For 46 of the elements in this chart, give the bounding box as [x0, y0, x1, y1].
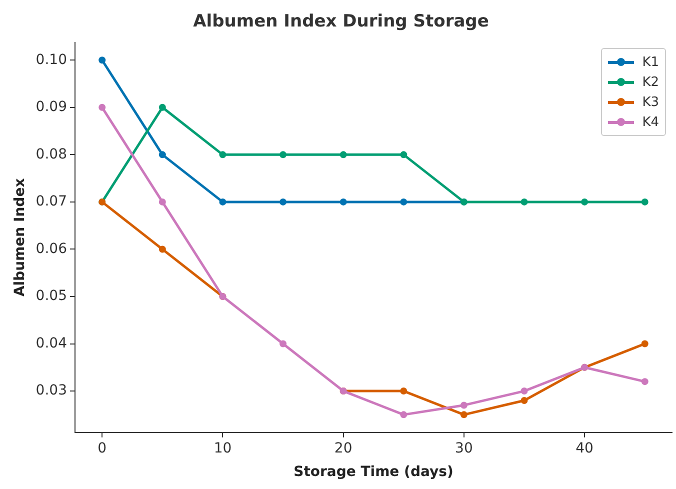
point	[520, 388, 528, 395]
point	[641, 198, 648, 206]
point	[641, 340, 648, 348]
y-tick-label: 0.07	[36, 194, 67, 210]
point	[460, 411, 468, 418]
y-tick-label: 0.03	[36, 382, 67, 399]
point	[641, 378, 648, 386]
point	[280, 340, 287, 348]
y-tick-label: 0.08	[36, 146, 67, 162]
y-tick-label: 0.09	[36, 99, 67, 116]
point	[400, 151, 408, 158]
point	[400, 388, 408, 395]
point	[340, 151, 347, 158]
x-axis-title: Storage Time (days)	[294, 464, 454, 480]
x-tick-label: 30	[455, 440, 473, 456]
x-tick-label: 10	[214, 440, 232, 456]
point	[158, 151, 166, 158]
point	[340, 198, 347, 206]
chart-title: Albumen Index During Storage	[193, 12, 489, 32]
point	[581, 198, 588, 206]
legend-label: K3	[642, 94, 659, 110]
y-tick-label: 0.04	[36, 335, 68, 352]
point	[460, 402, 468, 409]
point	[219, 151, 226, 158]
point	[400, 411, 408, 418]
point	[520, 198, 528, 206]
y-tick-label: 0.10	[36, 52, 67, 68]
point	[98, 104, 106, 111]
point	[158, 104, 166, 111]
x-tick-label: 0	[98, 440, 107, 456]
y-tick-label: 0.05	[36, 288, 67, 304]
point	[520, 396, 528, 404]
x-tick-label: 40	[576, 440, 594, 456]
point	[280, 198, 287, 206]
legend-label: K1	[642, 54, 659, 70]
y-tick-label: 0.06	[36, 240, 68, 257]
point	[158, 198, 166, 206]
legend-label: K2	[642, 74, 659, 90]
point	[158, 246, 166, 253]
x-tick-label: 20	[334, 440, 352, 456]
point	[219, 198, 226, 206]
legend-label: K4	[642, 114, 659, 130]
point	[98, 56, 106, 64]
y-axis-title: Albumen Index	[12, 178, 28, 297]
point	[280, 151, 287, 158]
point	[400, 198, 408, 206]
